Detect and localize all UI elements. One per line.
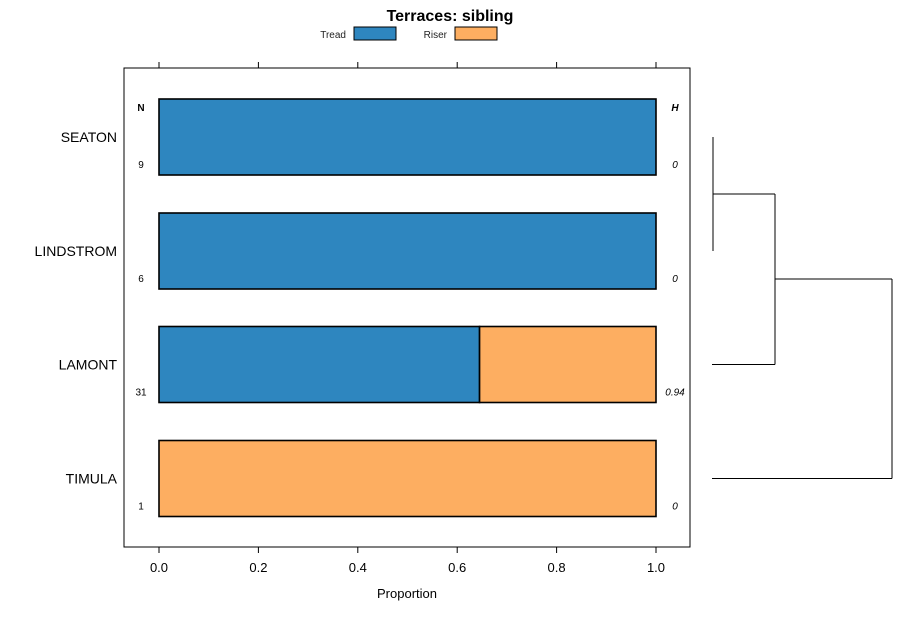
- h-header: H: [671, 103, 679, 114]
- n-header: N: [137, 103, 144, 114]
- n-value-lindstrom: 6: [138, 274, 144, 285]
- bar-lamont-tread: [158, 325, 481, 404]
- chart-title: Terraces: sibling: [387, 8, 514, 25]
- bars-group: SEATON LINDSTROM LAMONT TIMULA: [35, 98, 657, 518]
- x-tick-label: 0.2: [249, 560, 267, 575]
- legend-swatch-tread: [353, 26, 397, 41]
- legend-label-riser: Riser: [424, 30, 448, 41]
- legend-label-tread: Tread: [320, 30, 346, 41]
- x-tick-label: 1.0: [647, 560, 665, 575]
- n-value-timula: 1: [138, 502, 144, 513]
- x-tick-label: 0.0: [150, 560, 168, 575]
- legend-swatch-riser: [454, 26, 498, 41]
- h-value-lindstrom: 0: [672, 274, 678, 285]
- category-label-lamont: LAMONT: [59, 357, 118, 373]
- category-label-timula: TIMULA: [66, 471, 118, 487]
- x-tick-label: 0.8: [548, 560, 566, 575]
- h-value-timula: 0: [672, 502, 678, 513]
- x-axis-title: Proportion: [377, 586, 437, 601]
- x-tick-label: 0.6: [448, 560, 466, 575]
- bar-lamont-riser: [478, 325, 657, 404]
- x-tick-label: 0.4: [349, 560, 367, 575]
- n-value-lamont: 31: [135, 388, 147, 399]
- legend: Tread Riser: [320, 26, 498, 41]
- annotations: N H 9 0 6 0 31 0.94 1 0: [135, 103, 685, 513]
- bar-seaton-tread: [158, 98, 657, 176]
- dendrogram: [712, 137, 893, 479]
- bar-lindstrom-tread: [158, 212, 657, 290]
- category-label-lindstrom: LINDSTROM: [35, 243, 117, 259]
- h-value-lamont: 0.94: [665, 388, 685, 399]
- h-value-seaton: 0: [672, 160, 678, 171]
- plot-frame: [123, 67, 691, 548]
- category-label-seaton: SEATON: [61, 129, 117, 145]
- bar-timula-riser: [158, 439, 657, 518]
- n-value-seaton: 9: [138, 160, 144, 171]
- x-axis: 0.0 0.2 0.4 0.6 0.8 1.0: [150, 62, 665, 575]
